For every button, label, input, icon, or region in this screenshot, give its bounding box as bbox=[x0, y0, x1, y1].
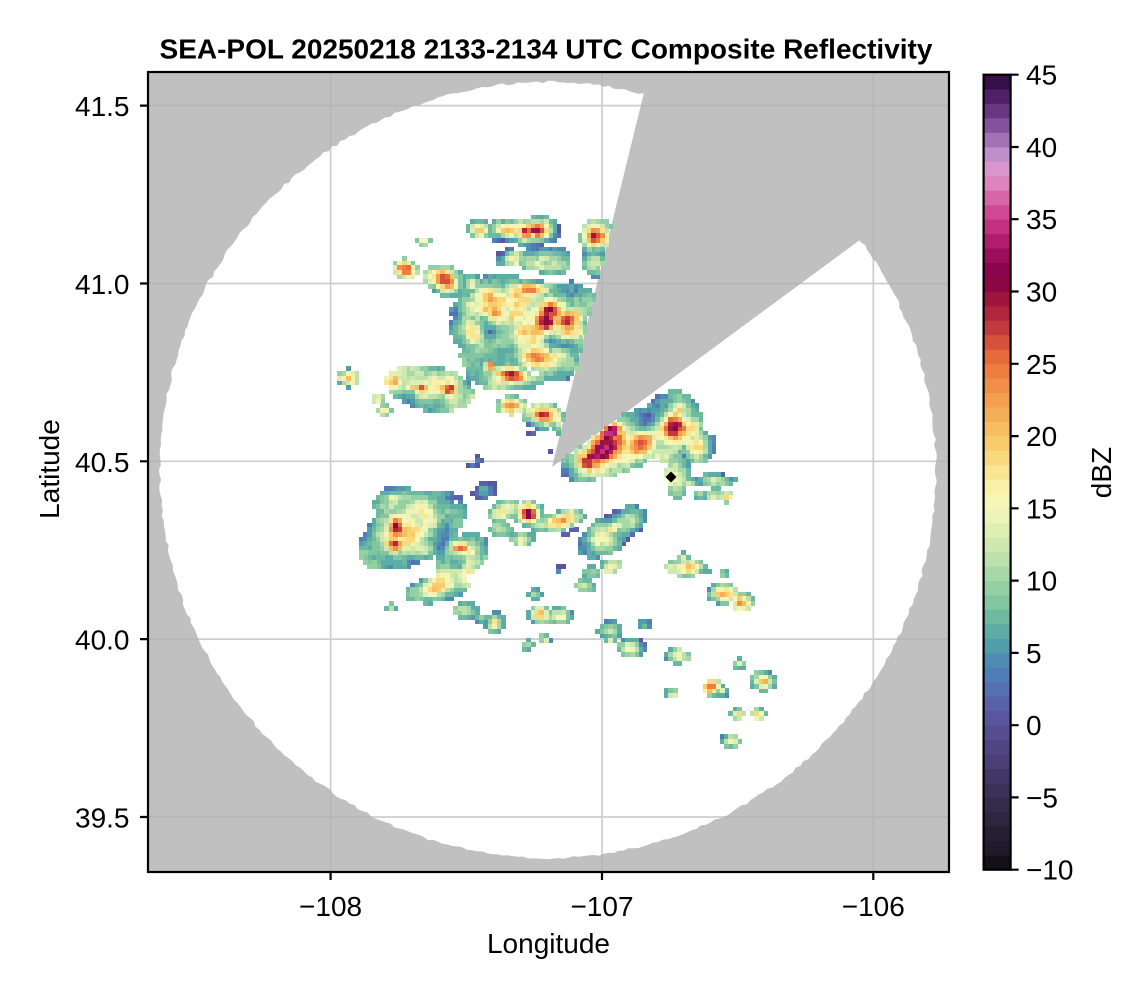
svg-text:5: 5 bbox=[1026, 638, 1042, 669]
svg-text:dBZ: dBZ bbox=[1086, 447, 1117, 498]
svg-text:−106: −106 bbox=[842, 891, 905, 922]
svg-text:−10: −10 bbox=[1026, 855, 1074, 886]
svg-text:0: 0 bbox=[1026, 710, 1042, 741]
svg-text:40: 40 bbox=[1026, 132, 1057, 163]
svg-text:Longitude: Longitude bbox=[487, 928, 610, 959]
svg-text:−5: −5 bbox=[1026, 782, 1058, 813]
svg-text:−108: −108 bbox=[299, 891, 362, 922]
svg-text:SEA-POL 20250218 2133-2134 UTC: SEA-POL 20250218 2133-2134 UTC Composite… bbox=[160, 34, 933, 65]
svg-text:45: 45 bbox=[1026, 60, 1057, 91]
svg-text:10: 10 bbox=[1026, 566, 1057, 597]
svg-text:39.5: 39.5 bbox=[75, 803, 130, 834]
svg-text:15: 15 bbox=[1026, 493, 1057, 524]
svg-text:40.0: 40.0 bbox=[75, 625, 130, 656]
svg-text:−107: −107 bbox=[570, 891, 633, 922]
svg-text:41.0: 41.0 bbox=[75, 269, 130, 300]
svg-text:20: 20 bbox=[1026, 421, 1057, 452]
svg-text:40.5: 40.5 bbox=[75, 447, 130, 478]
svg-text:25: 25 bbox=[1026, 349, 1057, 380]
svg-text:Latitude: Latitude bbox=[34, 419, 65, 519]
svg-text:41.5: 41.5 bbox=[75, 91, 130, 122]
svg-text:30: 30 bbox=[1026, 277, 1057, 308]
svg-text:35: 35 bbox=[1026, 204, 1057, 235]
